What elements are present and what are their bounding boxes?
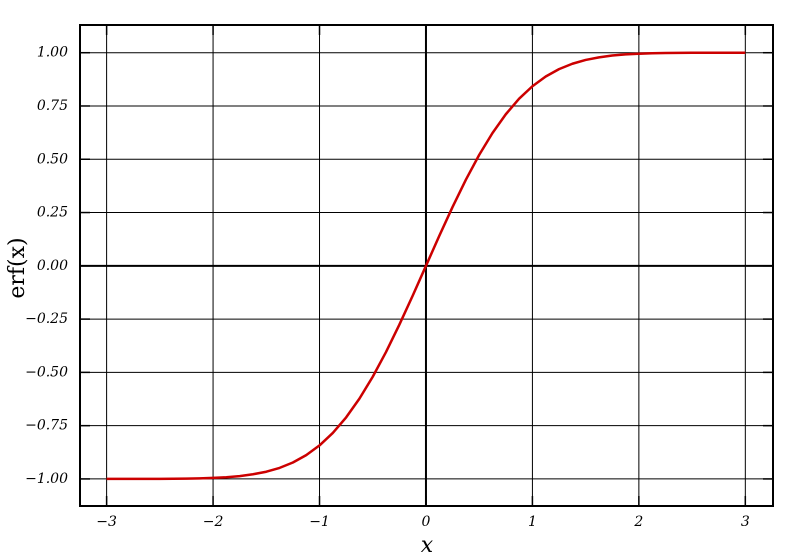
curve	[106, 51, 746, 481]
y-tick-label: −0.50	[25, 364, 68, 380]
y-tick-label: 0.25	[37, 205, 68, 221]
y-tick-label: 0.50	[37, 151, 68, 167]
x-tick-label: 2	[633, 514, 643, 530]
x-tick-label: 1	[528, 514, 537, 530]
x-axis-label: x	[421, 533, 434, 558]
y-tick-label: 1.00	[37, 45, 68, 61]
x-tick-label: 0	[422, 514, 431, 530]
y-tick-label: 0.00	[37, 258, 68, 274]
x-tick-label: −3	[96, 514, 117, 530]
plot-frame	[79, 24, 774, 507]
y-tick-label: 0.75	[37, 98, 68, 114]
y-tick-label: −1.00	[25, 471, 68, 487]
y-tick-label: −0.75	[25, 418, 68, 434]
y-tick-label: −0.25	[25, 311, 68, 327]
x-tick-label: −2	[203, 514, 224, 530]
y-axis-label: erf(x)	[5, 237, 30, 298]
x-tick-label: −1	[309, 514, 330, 530]
x-tick-label: 3	[741, 514, 750, 530]
